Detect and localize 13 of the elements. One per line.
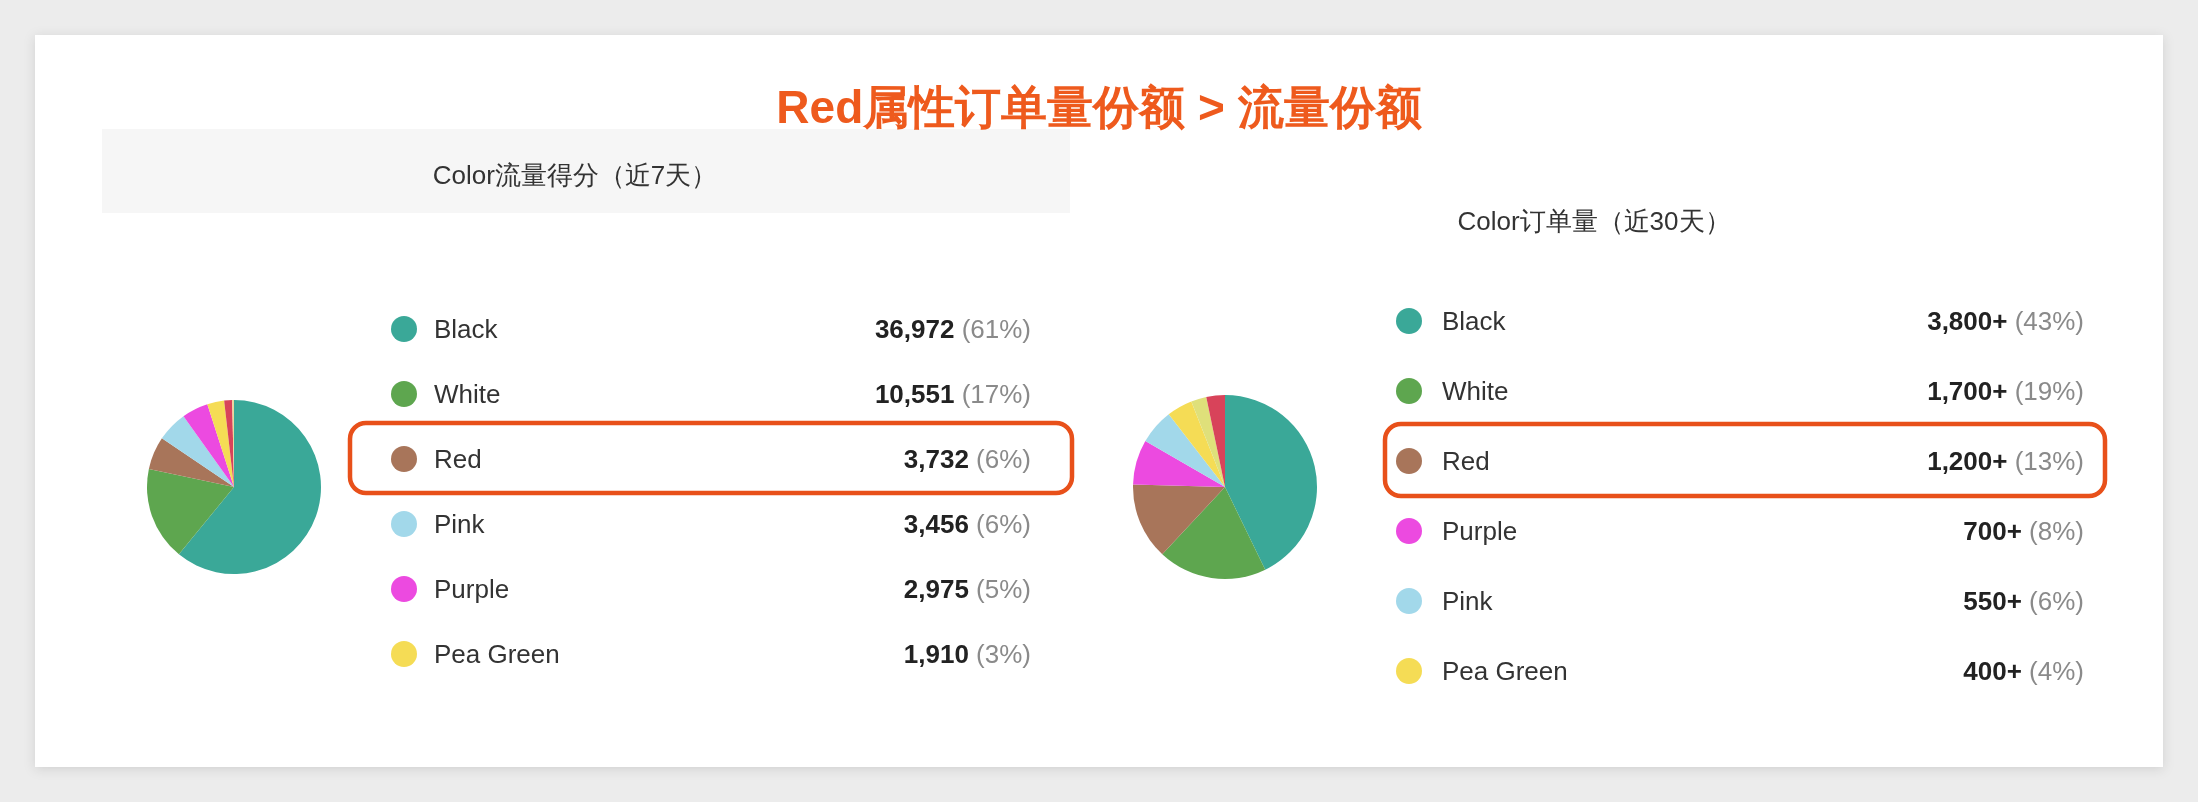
legend-label: Black	[434, 314, 499, 344]
legend-label: Purple	[434, 574, 510, 604]
heading: Red属性订单量份额 > 流量份额	[776, 81, 1422, 133]
legend-label: Red	[434, 444, 482, 474]
legend-label: White	[434, 379, 501, 409]
legend-label: Pea Green	[434, 639, 560, 669]
legend-label: Red	[1442, 446, 1490, 476]
legend-label: Pink	[434, 509, 486, 539]
legend-label: White	[1442, 376, 1509, 406]
legend-label: Purple	[1442, 516, 1518, 546]
legend-label: Pink	[1442, 586, 1494, 616]
legend-label: Black	[1442, 306, 1507, 336]
legend-label: Pea Green	[1442, 656, 1568, 686]
